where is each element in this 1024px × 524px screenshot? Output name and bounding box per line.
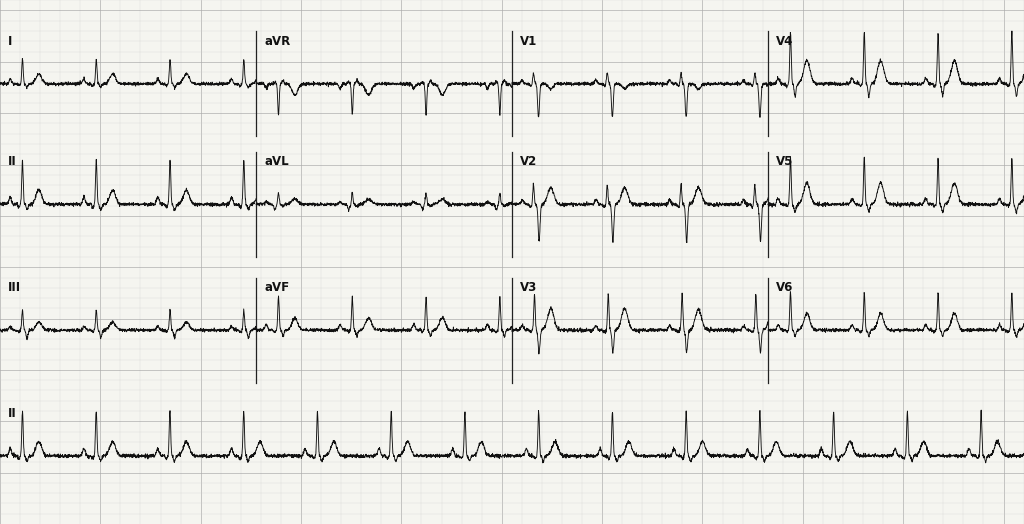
Text: V3: V3 [520, 281, 538, 294]
Text: I: I [8, 35, 12, 48]
Text: aVF: aVF [264, 281, 290, 294]
Text: aVL: aVL [264, 155, 289, 168]
Text: V6: V6 [776, 281, 794, 294]
Text: V1: V1 [520, 35, 538, 48]
Text: II: II [8, 407, 17, 420]
Text: II: II [8, 155, 17, 168]
Text: III: III [8, 281, 22, 294]
Text: V4: V4 [776, 35, 794, 48]
Text: V2: V2 [520, 155, 538, 168]
Text: V5: V5 [776, 155, 794, 168]
Text: aVR: aVR [264, 35, 291, 48]
